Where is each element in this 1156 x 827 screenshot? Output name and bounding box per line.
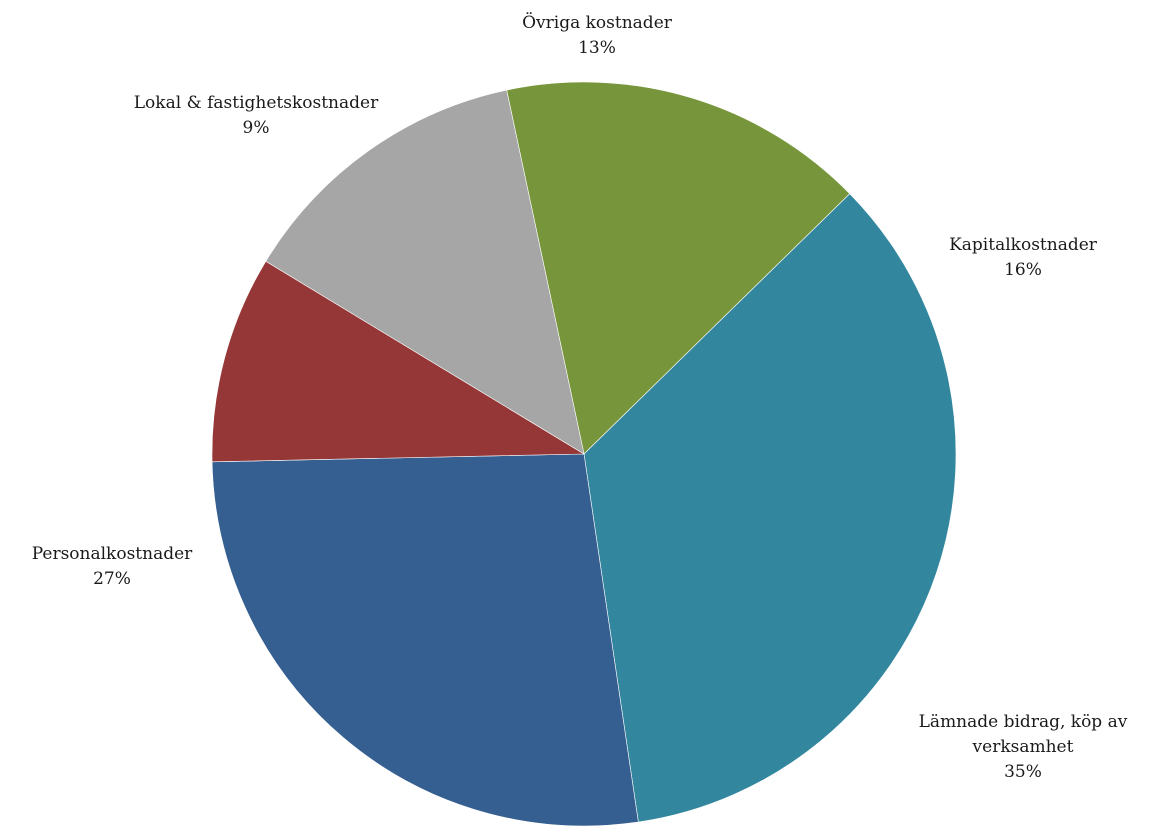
pie-label-2: Personalkostnader 27% xyxy=(32,544,193,589)
pie-label-name: Lokal & fastighetskostnader xyxy=(134,93,379,113)
pie-label-3: Lokal & fastighetskostnader 9% xyxy=(134,93,379,138)
pie-slice-2 xyxy=(211,453,639,827)
pie-label-1: Lämnade bidrag, köp av verksamhet 35% xyxy=(919,712,1128,782)
pie-label-0: Kapitalkostnader 16% xyxy=(949,235,1098,280)
pie-label-percent: 27% xyxy=(93,569,131,589)
pie-labels: Kapitalkostnader 16% Lämnade bidrag, köp a… xyxy=(32,12,1128,782)
pie-label-percent: 13% xyxy=(578,38,616,58)
pie-slice-0 xyxy=(506,81,851,455)
pie-label-name: verksamhet xyxy=(972,737,1074,757)
pie-label-name: Personalkostnader xyxy=(32,544,193,564)
pie-label-name: Lämnade bidrag, köp av xyxy=(919,712,1128,732)
pie-label-percent: 9% xyxy=(243,118,270,138)
pie-slice-3 xyxy=(211,260,586,463)
pie-slice-1 xyxy=(583,193,957,823)
pie-label-4: Övriga kostnader 13% xyxy=(522,12,673,58)
pie-label-percent: 16% xyxy=(1004,260,1042,280)
pie-label-name: Kapitalkostnader xyxy=(949,235,1098,255)
pie-label-percent: 35% xyxy=(1004,762,1042,782)
pie-slice-4 xyxy=(265,89,585,455)
pie-slices xyxy=(211,81,957,827)
pie-label-name: Övriga kostnader xyxy=(522,12,673,33)
